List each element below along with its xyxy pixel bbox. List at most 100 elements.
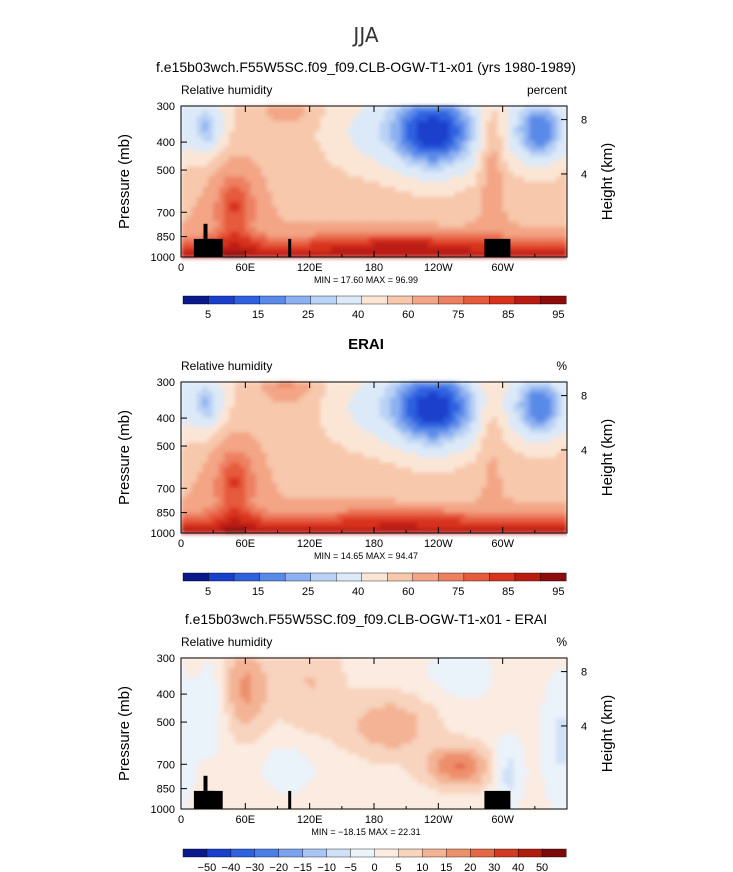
heatmap-cell [400,502,407,509]
heatmap-cell [545,236,552,243]
heatmap-cell [357,397,364,403]
heatmap-cell [250,201,257,208]
panel-variable-label: Relative humidity [181,635,272,649]
heatmap-cell [234,397,241,403]
heatmap-cell [207,753,214,760]
heatmap-cell [234,407,241,413]
heatmap-cell [266,136,273,142]
heatmap-cell [411,462,418,469]
heatmap-cell [250,417,257,423]
heatmap-cell [218,412,225,418]
heatmap-cell [508,236,514,243]
heatmap-cell [298,472,305,479]
heatmap-cell [218,482,225,489]
heatmap-cell [416,407,423,413]
heatmap-cell [266,131,273,137]
heatmap-cell [315,472,321,479]
heatmap-cell [229,743,236,750]
heatmap-cell [272,191,279,198]
heatmap-cell [518,392,525,398]
heatmap-cell [320,116,327,122]
heatmap-cell [304,231,311,238]
heatmap-cell [390,432,397,438]
heatmap-cell [213,673,220,679]
heatmap-cell [416,482,423,489]
heatmap-cell [524,131,531,137]
heatmap-cell [218,226,225,233]
heatmap-cell [406,422,413,428]
heatmap-cell [481,387,488,393]
heatmap-cell [197,121,204,127]
heatmap-cell [218,116,225,122]
heatmap-cell [432,522,439,529]
heatmap-cell [540,156,547,162]
panel-units-label: % [556,635,567,649]
heatmap-cell [325,191,332,198]
heatmap-cell [443,181,450,188]
heatmap-cell [229,186,236,193]
heatmap-cell [325,522,332,529]
heatmap-cell [363,221,370,228]
heatmap-cell [422,462,429,469]
heatmap-cell [213,181,220,188]
heatmap-cell [256,512,263,519]
heatmap-cell [331,487,338,494]
heatmap-cell [218,723,225,730]
heatmap-cell [202,678,209,684]
heatmap-cell [213,522,220,529]
colorbar-label: 85 [502,586,514,598]
heatmap-cell [534,161,541,167]
heatmap-cell [459,126,466,132]
heatmap-cell [497,497,504,504]
heatmap-cell [540,121,547,127]
heatmap-cell [529,231,536,238]
heatmap-cell [293,477,300,484]
heatmap-cell [250,482,257,489]
heatmap-cell [545,447,552,454]
heatmap-cell [304,502,311,509]
heatmap-cell [427,477,434,484]
heatmap-cell [406,457,413,464]
heatmap-cell [207,497,214,504]
heatmap-cell [416,382,423,388]
heatmap-cell [256,432,263,438]
heatmap-cell [191,673,198,679]
heatmap-cell [524,512,531,519]
heatmap-cell [470,492,477,499]
heatmap-cell [470,141,477,147]
heatmap-cell [475,387,482,393]
heatmap-cell [315,527,321,534]
heatmap-cell [443,126,450,132]
heatmap-cell [395,161,402,167]
heatmap-cell [261,688,268,694]
heatmap-cell [411,216,418,223]
heatmap-cell [197,136,204,142]
heatmap-cell [288,216,295,223]
heatmap-cell [202,668,209,674]
heatmap-cell [465,512,472,519]
heatmap-cell [277,206,284,213]
heatmap-cell [513,166,520,173]
heatmap-cell [368,106,375,112]
heatmap-cell [261,733,268,740]
heatmap-cell [320,131,327,137]
heatmap-cell [363,442,370,449]
heatmap-cell [186,492,193,499]
heatmap-cell [508,171,514,178]
heatmap-cell [202,387,209,393]
heatmap-cell [218,502,225,509]
heatmap-cell [256,201,263,208]
heatmap-cell [454,171,461,178]
heatmap-cell [513,467,520,474]
heatmap-cell [491,497,498,504]
heatmap-cell [470,221,477,228]
heatmap-cell [245,387,252,393]
heatmap-cell [432,201,439,208]
heatmap-cell [223,718,230,725]
heatmap-cell [261,246,268,253]
heatmap-cell [213,387,220,393]
heatmap-cell [449,447,456,454]
heatmap-cell [368,457,375,464]
heatmap-cell [325,231,332,238]
heatmap-cell [556,236,563,243]
